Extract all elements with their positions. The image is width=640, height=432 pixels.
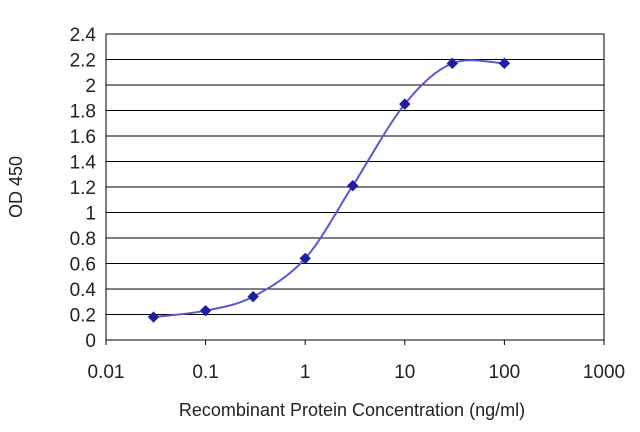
x-tick-labels: 0.01 0.1 1 10 100 1000 [88,340,625,383]
y-tick-label: 1.8 [70,102,96,123]
y-tick-label: 2 [85,76,96,97]
y-tick-label: 1.4 [70,153,97,174]
y-tick-label: 2.4 [70,25,97,46]
y-tick-label: 1.2 [70,178,96,199]
y-tick-label: 0.4 [70,280,97,301]
x-tick-label: 1000 [583,362,625,383]
gridlines [106,59,604,315]
x-tick-label: 0.1 [192,362,218,383]
x-axis-label: Recombinant Protein Concentration (ng/ml… [179,400,525,420]
y-tick-label: 2.2 [70,51,96,72]
data-point [147,311,160,323]
x-tick-label: 0.01 [88,362,125,383]
data-point [247,290,259,303]
data-point [399,98,411,110]
data-point [498,57,511,70]
y-tick-label: 0.8 [70,229,96,250]
y-tick-labels: 0 0.2 0.4 0.6 0.8 1 1.2 1.4 1.6 1.8 2 2.2 2.4 [70,25,97,352]
x-tick-label: 1 [300,362,311,383]
data-point [199,304,212,317]
data-point [347,180,359,192]
series-line [153,59,505,319]
y-tick-label: 1.6 [70,127,96,148]
y-tick-label: 1 [85,204,96,225]
data-point [299,252,311,265]
series [147,57,511,323]
data-point [446,57,459,70]
y-tick-label: 0.2 [70,306,96,327]
x-tick-label: 100 [489,362,521,383]
y-tick-label: 0 [85,331,96,352]
x-tick-label: 10 [394,362,415,383]
y-tick-label: 0.6 [70,255,96,276]
y-axis-label: OD 450 [6,156,26,218]
